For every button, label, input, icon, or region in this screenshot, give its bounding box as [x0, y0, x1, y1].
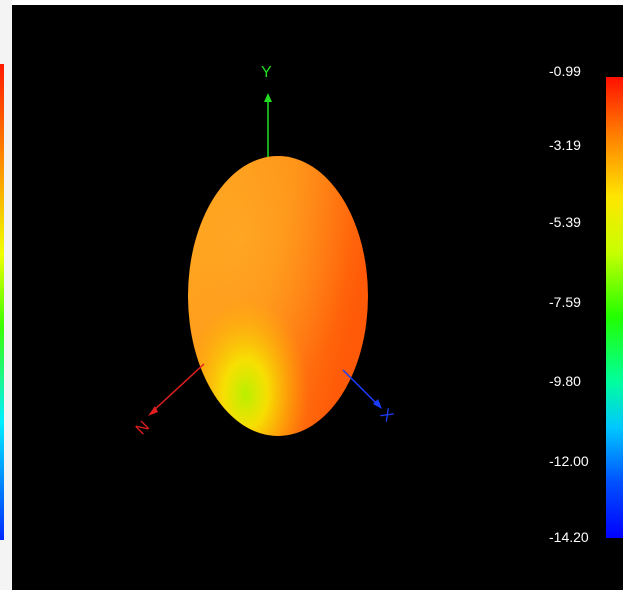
n-axis-arrowhead [148, 406, 158, 416]
x-axis-arrowhead [373, 399, 382, 409]
colorbar-gradient [606, 77, 623, 538]
radiation-pattern-svg: Y N X [133, 64, 397, 438]
adjacent-colorbar-edge [0, 64, 4, 540]
y-axis-label: Y [261, 64, 272, 81]
x-axis-label: X [377, 406, 397, 426]
colorbar-tick-label-6: -14.20 [549, 529, 589, 545]
n-axis-line [151, 363, 205, 413]
colorbar-tick-label-4: -9.80 [549, 373, 581, 389]
colorbar-tick-label-1: -3.19 [549, 137, 581, 153]
n-axis-label: N [133, 418, 153, 438]
colorbar [606, 77, 623, 538]
3d-plot-viewport[interactable]: Y N X [12, 5, 623, 590]
colorbar-tick-label-5: -12.00 [549, 453, 589, 469]
colorbar-tick-label-0: -0.99 [549, 63, 581, 79]
colorbar-tick-label-2: -5.39 [549, 214, 581, 230]
pattern-hot-spot [188, 156, 368, 436]
y-axis-arrowhead [264, 93, 272, 102]
x-axis-line [342, 369, 379, 406]
colorbar-tick-label-3: -7.59 [549, 294, 581, 310]
